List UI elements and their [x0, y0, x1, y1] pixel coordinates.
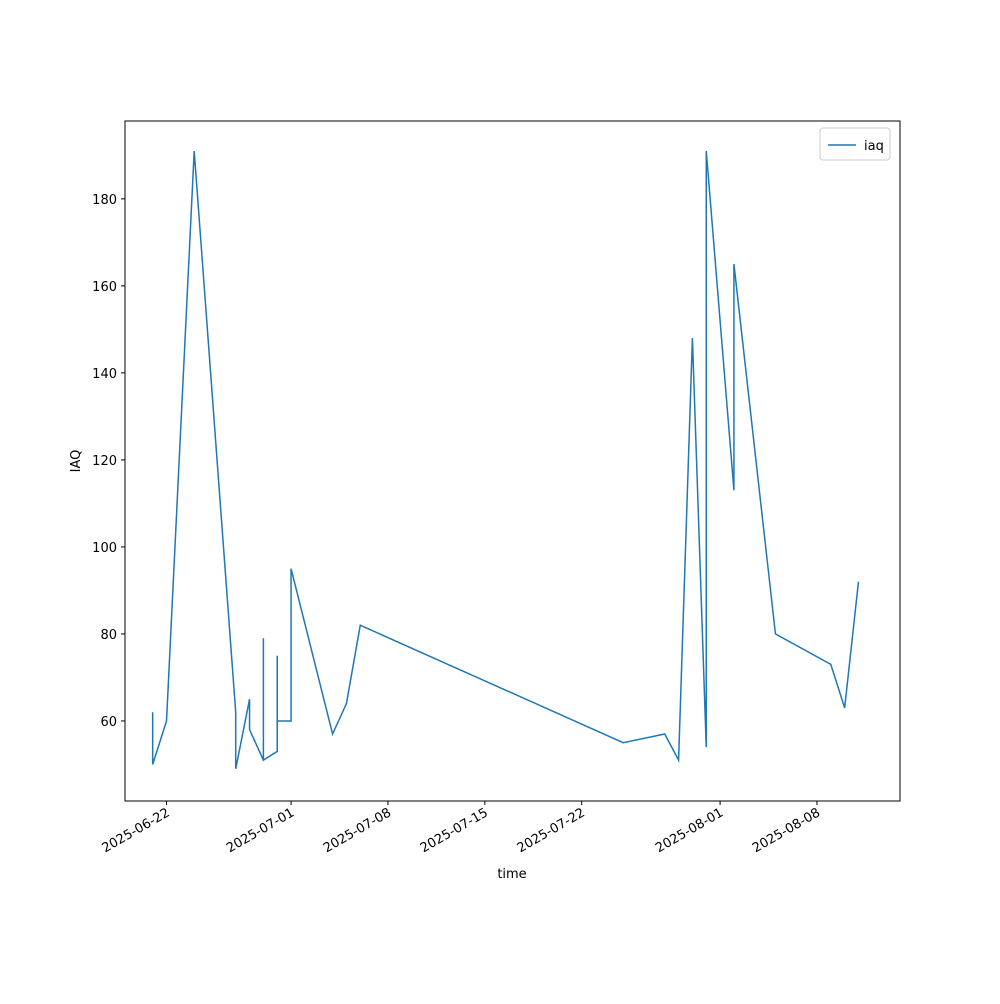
y-axis-label: IAQ: [69, 450, 84, 473]
x-tick-label: 2025-07-01: [224, 805, 297, 856]
x-tick-label: 2025-07-15: [418, 805, 491, 856]
x-tick-label: 2025-07-08: [321, 805, 394, 856]
y-tick-label: 140: [92, 367, 117, 382]
plot-frame: [124, 120, 901, 802]
y-tick-label: 180: [92, 193, 117, 208]
y-tick-label: 80: [100, 628, 117, 643]
x-tick-label: 2025-07-22: [515, 805, 588, 856]
x-tick-label: 2025-06-22: [100, 805, 173, 856]
x-axis-label: time: [497, 867, 526, 882]
y-tick-label: 160: [92, 280, 117, 295]
y-tick-label: 60: [100, 715, 117, 730]
x-tick-label: 2025-08-08: [750, 805, 823, 856]
x-tick-label: 2025-08-01: [653, 805, 726, 856]
y-tick-label: 100: [92, 541, 117, 556]
y-tick-label: 120: [92, 454, 117, 469]
line: [151, 150, 860, 769]
legend-label: iaq: [864, 139, 884, 154]
legend-box: [819, 127, 891, 161]
